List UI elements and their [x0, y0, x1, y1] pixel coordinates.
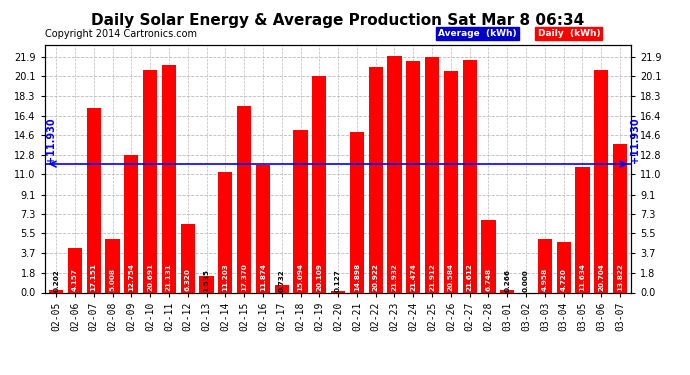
Bar — [313, 76, 326, 292]
Text: 21.131: 21.131 — [166, 263, 172, 291]
Bar — [181, 225, 195, 292]
Text: 0.266: 0.266 — [504, 269, 511, 292]
Text: 13.822: 13.822 — [617, 263, 623, 291]
Text: 21.474: 21.474 — [411, 263, 416, 291]
Text: 6.748: 6.748 — [486, 268, 491, 291]
Text: 15.094: 15.094 — [297, 263, 304, 291]
Text: 21.912: 21.912 — [429, 263, 435, 291]
Text: Average  (kWh): Average (kWh) — [438, 29, 516, 38]
Bar — [106, 238, 119, 292]
Bar — [124, 155, 139, 292]
Text: 0.000: 0.000 — [523, 269, 529, 292]
Bar — [538, 239, 552, 292]
Bar — [462, 60, 477, 292]
Text: 4.157: 4.157 — [72, 268, 78, 291]
Bar — [143, 70, 157, 292]
Bar — [218, 172, 233, 292]
Text: 6.320: 6.320 — [185, 268, 190, 291]
Bar — [199, 276, 214, 292]
Bar — [49, 290, 63, 292]
Text: +11.930: +11.930 — [631, 117, 640, 162]
Text: 4.720: 4.720 — [561, 268, 566, 291]
Text: 21.612: 21.612 — [466, 263, 473, 291]
Text: 20.584: 20.584 — [448, 263, 454, 291]
Bar — [256, 165, 270, 292]
Text: Daily Solar Energy & Average Production Sat Mar 8 06:34: Daily Solar Energy & Average Production … — [92, 13, 584, 28]
Bar — [500, 290, 514, 292]
Text: 0.202: 0.202 — [53, 269, 59, 292]
Text: 20.691: 20.691 — [147, 263, 153, 291]
Bar — [482, 220, 495, 292]
Text: Daily  (kWh): Daily (kWh) — [538, 29, 600, 38]
Bar — [444, 71, 458, 292]
Bar — [293, 130, 308, 292]
Bar — [613, 144, 627, 292]
Text: 12.754: 12.754 — [128, 263, 135, 291]
Bar — [388, 57, 402, 292]
Text: 17.151: 17.151 — [90, 263, 97, 291]
Bar — [162, 65, 176, 292]
Bar — [368, 68, 383, 292]
Bar — [557, 242, 571, 292]
Bar — [68, 248, 82, 292]
Text: 1.535: 1.535 — [204, 269, 210, 292]
Text: Copyright 2014 Cartronics.com: Copyright 2014 Cartronics.com — [45, 29, 197, 39]
Text: 4.958: 4.958 — [542, 268, 548, 291]
Text: 11.874: 11.874 — [260, 263, 266, 291]
Bar — [331, 291, 345, 292]
Text: 0.127: 0.127 — [335, 269, 341, 292]
Text: 14.898: 14.898 — [354, 263, 360, 291]
Bar — [275, 285, 288, 292]
Text: +11.930: +11.930 — [46, 117, 56, 162]
Text: 21.932: 21.932 — [391, 263, 397, 291]
Bar — [425, 57, 439, 292]
Text: 20.109: 20.109 — [316, 263, 322, 291]
Text: 5.008: 5.008 — [110, 268, 115, 291]
Text: 17.370: 17.370 — [241, 263, 247, 291]
Bar — [594, 70, 609, 292]
Text: 11.634: 11.634 — [580, 263, 586, 291]
Text: 20.922: 20.922 — [373, 263, 379, 291]
Text: 11.203: 11.203 — [222, 263, 228, 291]
Bar — [87, 108, 101, 292]
Bar — [406, 62, 420, 292]
Text: 20.704: 20.704 — [598, 263, 604, 291]
Bar — [350, 132, 364, 292]
Bar — [237, 106, 251, 292]
Bar — [575, 167, 589, 292]
Text: 0.732: 0.732 — [279, 269, 285, 292]
